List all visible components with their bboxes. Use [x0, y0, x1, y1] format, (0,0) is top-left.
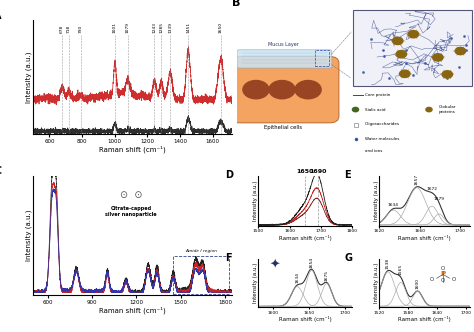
Text: A: A — [0, 11, 2, 21]
Text: 790: 790 — [79, 24, 82, 33]
Text: 1243: 1243 — [153, 22, 156, 33]
Text: Citrate-capped
silver nanoparticle: Citrate-capped silver nanoparticle — [105, 206, 157, 217]
Circle shape — [455, 47, 465, 55]
Text: 1565: 1565 — [399, 264, 403, 275]
Text: G: G — [345, 253, 353, 263]
Text: 678: 678 — [60, 24, 64, 33]
Text: O: O — [441, 266, 445, 271]
Text: P: P — [440, 271, 446, 277]
Text: C: C — [0, 166, 1, 176]
Circle shape — [408, 31, 419, 38]
Text: 1650: 1650 — [219, 21, 223, 33]
Text: 1634: 1634 — [388, 203, 399, 207]
Text: 1538: 1538 — [386, 258, 390, 269]
Y-axis label: Intensity (a.u.): Intensity (a.u.) — [25, 210, 32, 262]
X-axis label: Raman shift (cm⁻¹): Raman shift (cm⁻¹) — [399, 316, 451, 322]
Text: 1654: 1654 — [310, 257, 314, 268]
FancyBboxPatch shape — [230, 56, 339, 123]
Text: F: F — [226, 253, 232, 263]
Text: Epithelial cells: Epithelial cells — [264, 124, 302, 129]
Circle shape — [396, 50, 407, 58]
Circle shape — [433, 54, 443, 61]
Text: O: O — [441, 278, 445, 283]
FancyBboxPatch shape — [237, 50, 332, 68]
Y-axis label: Intensity (a.u.): Intensity (a.u.) — [374, 263, 379, 303]
Y-axis label: Intensity (a.u.): Intensity (a.u.) — [253, 181, 258, 221]
Circle shape — [295, 80, 321, 99]
X-axis label: Raman shift (cm⁻¹): Raman shift (cm⁻¹) — [399, 235, 451, 241]
Circle shape — [392, 37, 403, 44]
X-axis label: Raman shift (cm⁻¹): Raman shift (cm⁻¹) — [279, 316, 331, 322]
Text: 1675: 1675 — [325, 270, 329, 281]
X-axis label: Raman shift (cm⁻¹): Raman shift (cm⁻¹) — [100, 145, 166, 152]
Bar — [315, 50, 329, 66]
Text: Core protein: Core protein — [365, 93, 391, 97]
Text: 1339: 1339 — [168, 22, 172, 33]
Text: 1650: 1650 — [296, 169, 314, 175]
Circle shape — [426, 108, 432, 112]
Text: Globular
proteins: Globular proteins — [438, 105, 456, 114]
Bar — [173, 256, 229, 294]
Circle shape — [352, 108, 358, 112]
Text: Oligosaccharides: Oligosaccharides — [365, 123, 400, 126]
Text: 1079: 1079 — [126, 22, 130, 33]
Text: O: O — [430, 277, 434, 282]
Text: 1679: 1679 — [434, 197, 445, 201]
X-axis label: Raman shift (cm⁻¹): Raman shift (cm⁻¹) — [279, 235, 331, 241]
Text: 1672: 1672 — [427, 187, 438, 191]
Text: 1451: 1451 — [186, 21, 191, 33]
Y-axis label: Intensity (a.u.): Intensity (a.u.) — [25, 51, 32, 103]
Text: and ions: and ions — [365, 149, 383, 153]
Circle shape — [269, 80, 295, 99]
Text: Sialic acid: Sialic acid — [365, 108, 385, 112]
Text: E: E — [345, 170, 351, 180]
Text: D: D — [226, 170, 234, 180]
Text: O: O — [452, 277, 456, 282]
Y-axis label: Intensity (a.u.): Intensity (a.u.) — [253, 263, 258, 303]
Text: ✦: ✦ — [270, 258, 281, 271]
Text: 1001: 1001 — [113, 22, 117, 33]
Circle shape — [442, 71, 453, 78]
Text: Water molecules: Water molecules — [365, 137, 400, 141]
Text: 718: 718 — [67, 24, 71, 33]
Text: 1285: 1285 — [159, 21, 163, 33]
Text: ⊙  ⊙: ⊙ ⊙ — [120, 190, 143, 200]
Bar — [353, 10, 472, 86]
Text: 1634: 1634 — [295, 273, 299, 284]
Circle shape — [243, 80, 269, 99]
Y-axis label: Intensity (a.u.): Intensity (a.u.) — [374, 181, 379, 221]
Text: 1657: 1657 — [415, 174, 419, 185]
Text: B: B — [232, 0, 241, 8]
Text: 1600: 1600 — [416, 278, 419, 289]
Text: 1690: 1690 — [309, 169, 326, 175]
Circle shape — [400, 70, 410, 77]
Text: Mucus Layer: Mucus Layer — [268, 42, 299, 47]
Text: Amide I region: Amide I region — [185, 249, 217, 253]
X-axis label: Raman shift (cm⁻¹): Raman shift (cm⁻¹) — [100, 306, 166, 313]
